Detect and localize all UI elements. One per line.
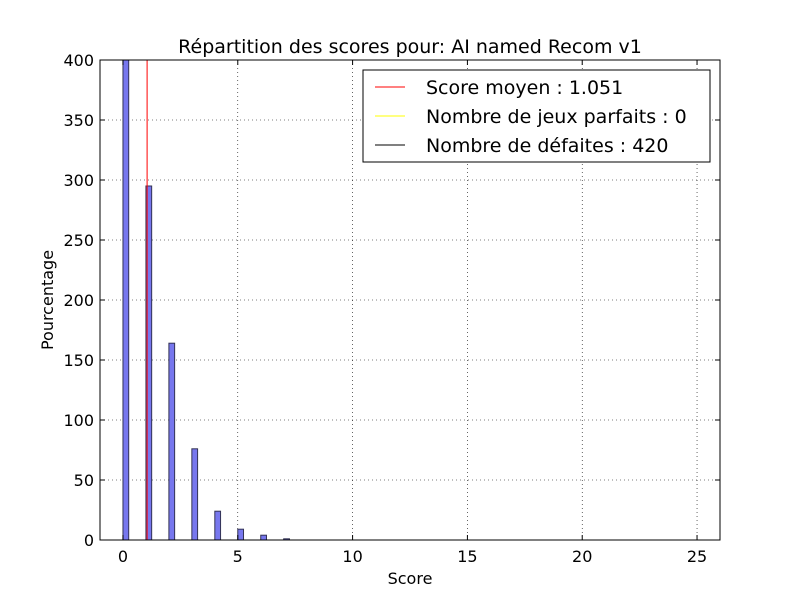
x-tick-label: 5 (233, 547, 243, 566)
x-tick-label: 15 (457, 547, 477, 566)
x-tick-label: 25 (687, 547, 707, 566)
bar-score-6 (260, 534, 267, 541)
x-tick-label: 10 (342, 547, 362, 566)
x-axis-label: Score (388, 569, 433, 588)
x-tick-label: 20 (572, 547, 592, 566)
y-tick-label: 100 (63, 411, 94, 430)
y-tick-label: 400 (63, 51, 94, 70)
legend-box (362, 69, 711, 163)
y-axis-label: Pourcentage (38, 250, 57, 350)
legend-label-defaites: Nombre de défaites : 420 (426, 135, 668, 157)
y-tick-label: 0 (84, 531, 94, 550)
y-tick-label: 300 (63, 171, 94, 190)
y-tick-label: 150 (63, 351, 94, 370)
bar-score-0 (122, 59, 130, 541)
y-tick-label: 350 (63, 111, 94, 130)
bar-score-5 (237, 528, 245, 541)
bar-score-3 (191, 448, 199, 541)
y-tick-label: 250 (63, 231, 94, 250)
legend-label-jeux-parfaits: Nombre de jeux parfaits : 0 (426, 106, 687, 128)
y-tick-label: 50 (74, 471, 94, 490)
chart-title: Répartition des scores pour: AI named Re… (178, 36, 642, 58)
bar-score-4 (214, 510, 222, 541)
y-tick-label: 200 (63, 291, 94, 310)
x-tick-label: 0 (118, 547, 128, 566)
legend: Score moyen : 1.051 Nombre de jeux parfa… (362, 69, 711, 163)
legend-label-score-moyen: Score moyen : 1.051 (426, 77, 623, 99)
bar-score-2 (168, 342, 176, 541)
